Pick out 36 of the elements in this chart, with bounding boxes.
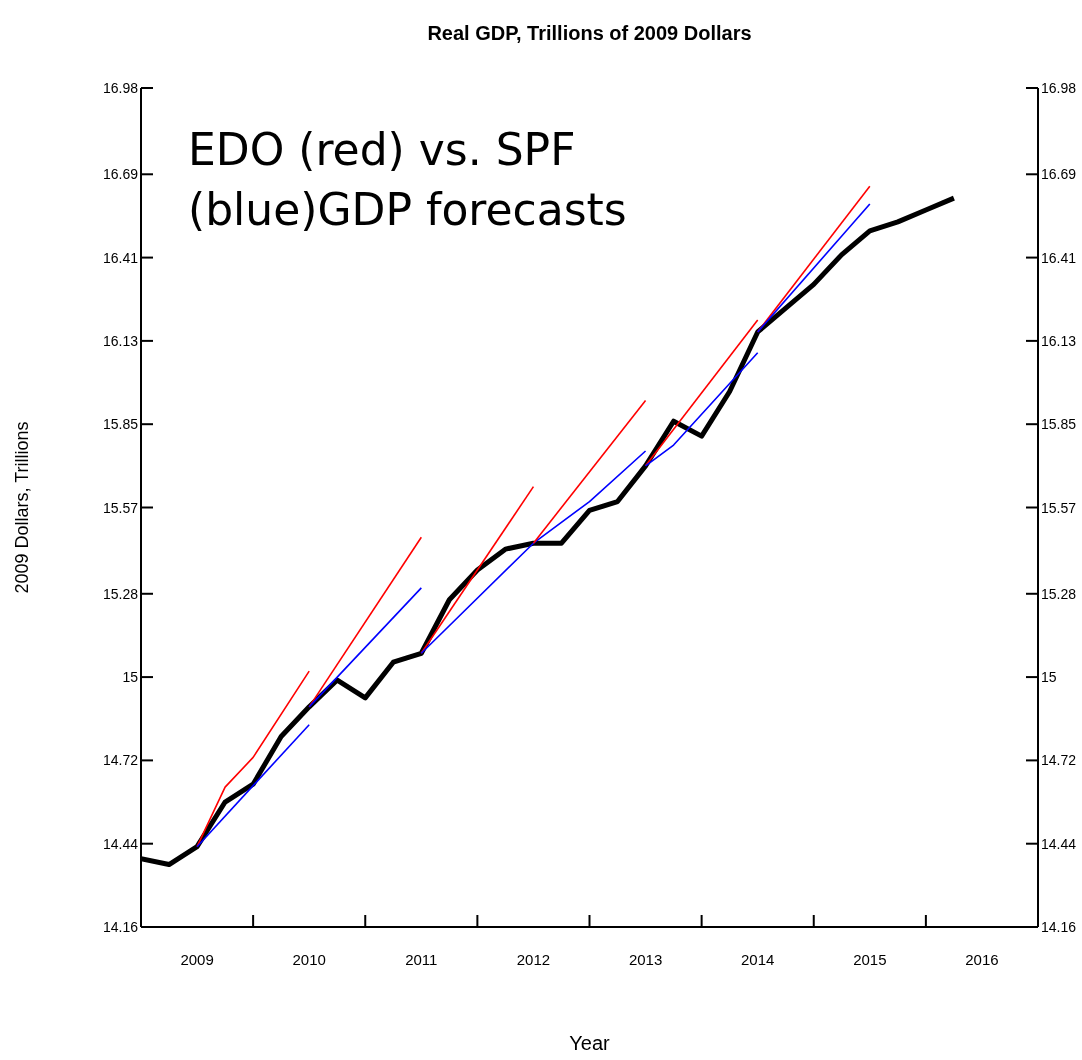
y-tick-label: 14.72	[102, 752, 139, 769]
x-tick-label: 2011	[405, 951, 438, 968]
y2-tick-label: 16.13	[1041, 332, 1077, 349]
x-axis-title: Year	[569, 1032, 611, 1054]
y-tick-label: 15	[122, 669, 139, 686]
line-series	[420, 450, 647, 655]
x-tick-label: 2016	[965, 951, 999, 968]
y2-tick-label: 16.69	[1041, 166, 1077, 183]
line-series	[196, 670, 310, 848]
y-axis-title: 2009 Dollars, Trillions	[12, 421, 33, 594]
y-tick-label: 16.13	[102, 332, 139, 349]
x-tick-label: 2010	[292, 951, 326, 968]
y-tick-label: 16.69	[102, 166, 139, 183]
x-tick-label: 2009	[180, 951, 214, 968]
y-tick-label: 14.44	[102, 835, 139, 852]
x-tick-label: 2013	[628, 951, 663, 968]
y2-tick-label: 15.85	[1041, 416, 1077, 433]
x-tick-label: 2012	[516, 951, 551, 968]
y2-tick-label: 15	[1041, 669, 1057, 686]
y-tick-label: 15.57	[102, 499, 139, 516]
y2-tick-label: 14.16	[1041, 919, 1077, 935]
y2-tick-label: 15.57	[1041, 499, 1077, 516]
x-tick-label: 2015	[853, 951, 887, 968]
y-tick-label: 16.41	[102, 249, 139, 266]
y2-tick-label: 14.44	[1041, 835, 1077, 852]
y2-tick-label: 16.98	[1041, 80, 1077, 96]
y-tick-label: 15.85	[102, 416, 139, 433]
x-tick-label: 2014	[741, 951, 775, 968]
annotation: EDO (red) vs. SPF (blue)GDP forecasts	[188, 123, 628, 237]
y-tick-label: 14.16	[102, 919, 139, 935]
chart-title: Real GDP, Trillions of 2009 Dollars	[426, 22, 753, 45]
y2-tick-label: 14.72	[1041, 752, 1077, 769]
y-tick-label: 15.28	[102, 585, 139, 602]
y2-tick-label: 16.41	[1041, 249, 1077, 266]
y-tick-label: 16.98	[102, 80, 139, 96]
y2-tick-label: 15.28	[1041, 585, 1077, 602]
